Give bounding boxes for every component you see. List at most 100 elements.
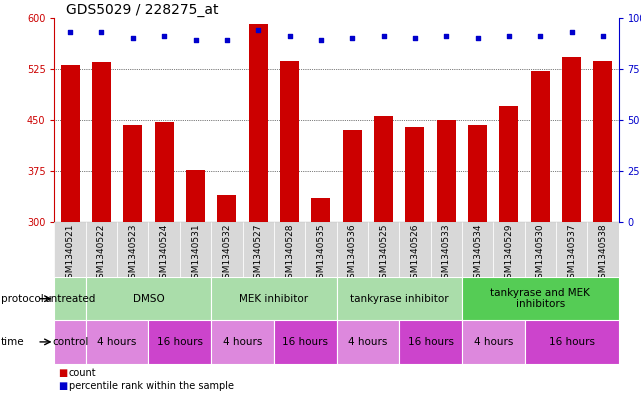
Bar	[149, 222, 180, 277]
Point	[410, 35, 420, 41]
Text: tankyrase and MEK
inhibitors: tankyrase and MEK inhibitors	[490, 288, 590, 309]
Text: GSM1340529: GSM1340529	[504, 224, 513, 284]
Point	[347, 35, 357, 41]
Bar	[86, 277, 211, 320]
Point	[253, 27, 263, 33]
Bar	[343, 130, 362, 222]
Text: ■: ■	[58, 381, 67, 391]
Bar	[211, 222, 242, 277]
Bar	[149, 320, 211, 364]
Bar	[462, 277, 619, 320]
Text: GSM1340532: GSM1340532	[222, 224, 231, 284]
Text: GSM1340537: GSM1340537	[567, 224, 576, 284]
Bar	[124, 125, 142, 222]
Bar	[211, 320, 274, 364]
Bar	[117, 222, 149, 277]
Bar	[92, 62, 111, 222]
Text: time: time	[1, 337, 24, 347]
Text: GSM1340530: GSM1340530	[536, 224, 545, 284]
Bar	[217, 195, 237, 222]
Text: GSM1340526: GSM1340526	[410, 224, 419, 284]
Text: GSM1340524: GSM1340524	[160, 224, 169, 284]
Text: GSM1340523: GSM1340523	[128, 224, 137, 284]
Text: 16 hours: 16 hours	[157, 337, 203, 347]
Bar	[186, 170, 205, 222]
Bar	[499, 106, 519, 222]
Bar	[337, 277, 462, 320]
Text: GSM1340533: GSM1340533	[442, 224, 451, 284]
Bar	[587, 222, 619, 277]
Point	[567, 29, 577, 35]
Bar	[399, 320, 462, 364]
Bar	[556, 222, 587, 277]
Text: GSM1340535: GSM1340535	[317, 224, 326, 284]
Text: 16 hours: 16 hours	[282, 337, 328, 347]
Bar	[274, 222, 305, 277]
Text: 16 hours: 16 hours	[408, 337, 454, 347]
Bar	[531, 71, 549, 222]
Bar	[86, 222, 117, 277]
Text: GSM1340538: GSM1340538	[599, 224, 608, 284]
Text: ■: ■	[58, 368, 67, 378]
Text: 4 hours: 4 hours	[474, 337, 513, 347]
Bar	[54, 277, 86, 320]
Bar	[61, 65, 79, 222]
Text: 4 hours: 4 hours	[348, 337, 388, 347]
Bar	[462, 222, 493, 277]
Bar	[594, 61, 612, 222]
Bar	[524, 320, 619, 364]
Bar	[462, 320, 524, 364]
Bar	[399, 222, 431, 277]
Bar	[54, 222, 86, 277]
Text: untreated: untreated	[44, 294, 96, 304]
Text: percentile rank within the sample: percentile rank within the sample	[69, 381, 233, 391]
Point	[504, 33, 514, 39]
Point	[285, 33, 295, 39]
Bar	[211, 277, 337, 320]
Point	[378, 33, 388, 39]
Text: 4 hours: 4 hours	[97, 337, 137, 347]
Bar	[280, 61, 299, 222]
Text: control: control	[52, 337, 88, 347]
Bar	[337, 320, 399, 364]
Bar	[54, 320, 86, 364]
Bar	[562, 57, 581, 222]
Bar	[305, 222, 337, 277]
Text: DMSO: DMSO	[133, 294, 164, 304]
Bar	[374, 116, 393, 222]
Text: GSM1340528: GSM1340528	[285, 224, 294, 284]
Text: count: count	[69, 368, 96, 378]
Bar	[337, 222, 368, 277]
Point	[96, 29, 106, 35]
Bar	[368, 222, 399, 277]
Point	[316, 37, 326, 43]
Text: GSM1340527: GSM1340527	[254, 224, 263, 284]
Bar	[249, 24, 267, 222]
Point	[441, 33, 451, 39]
Text: MEK inhibitor: MEK inhibitor	[239, 294, 308, 304]
Point	[159, 33, 169, 39]
Bar	[406, 127, 424, 222]
Bar	[524, 222, 556, 277]
Point	[65, 29, 75, 35]
Bar	[180, 222, 211, 277]
Text: 16 hours: 16 hours	[549, 337, 595, 347]
Bar	[312, 198, 330, 222]
Point	[598, 33, 608, 39]
Text: GSM1340521: GSM1340521	[65, 224, 74, 284]
Bar	[86, 320, 149, 364]
Point	[190, 37, 201, 43]
Bar	[431, 222, 462, 277]
Bar	[242, 222, 274, 277]
Point	[535, 33, 545, 39]
Bar	[274, 320, 337, 364]
Text: GSM1340534: GSM1340534	[473, 224, 482, 284]
Text: GSM1340522: GSM1340522	[97, 224, 106, 284]
Point	[222, 37, 232, 43]
Bar	[493, 222, 524, 277]
Bar	[154, 122, 174, 222]
Point	[128, 35, 138, 41]
Text: tankyrase inhibitor: tankyrase inhibitor	[350, 294, 449, 304]
Point	[472, 35, 483, 41]
Text: protocol: protocol	[1, 294, 44, 304]
